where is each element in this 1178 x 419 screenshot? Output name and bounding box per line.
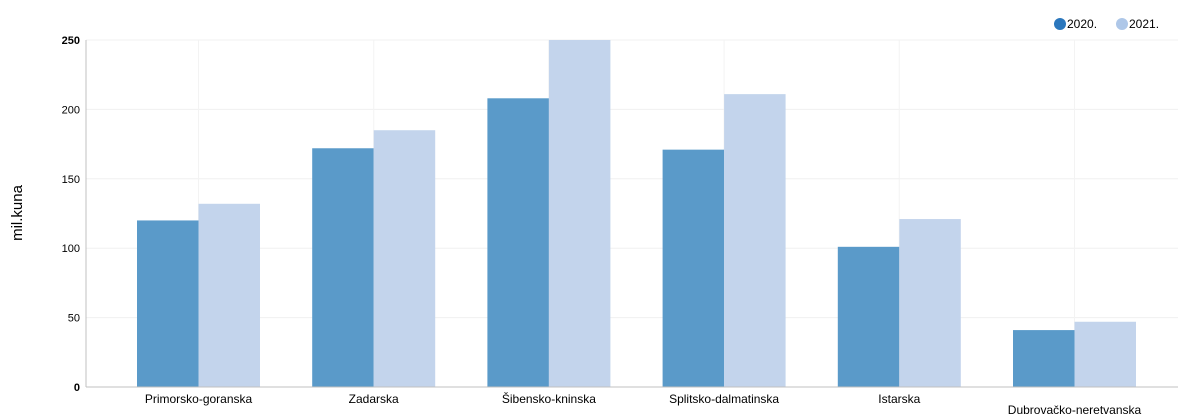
bar-2021-5 (1074, 321, 1136, 387)
x-tick-label: Primorsko-goranska (145, 392, 253, 406)
y-tick-labels: 0 50 100 150 200 250 (62, 35, 80, 394)
x-tick-label: Splitsko-dalmatinska (669, 392, 779, 406)
bar-2021-2 (548, 40, 611, 387)
bar-2020-5 (1013, 330, 1075, 387)
bar-2020-3 (662, 149, 725, 387)
x-tick-label: Šibensko-kninska (502, 391, 596, 406)
bar-2020-2 (487, 98, 549, 388)
axes (85, 40, 1178, 388)
y-tick-label: 250 (62, 35, 80, 47)
y-tick-label: 0 (74, 382, 80, 394)
y-axis-label: mil.kuna (9, 184, 26, 241)
bars (137, 40, 1136, 388)
bar-2021-3 (724, 94, 786, 387)
legend-marker (1054, 18, 1066, 30)
bar-2021-0 (198, 203, 260, 387)
legend: 2020. 2021. (1054, 17, 1159, 31)
y-tick-label: 100 (62, 243, 80, 255)
bar-2021-1 (373, 130, 436, 387)
y-tick-label: 150 (62, 174, 80, 186)
bar-2020-4 (837, 246, 900, 387)
bar-2020-1 (312, 148, 374, 387)
x-tick-label: Dubrovačko-neretvanska (1008, 403, 1142, 417)
legend-label: 2020. (1067, 17, 1097, 31)
x-tick-labels: Primorsko-goranska Zadarska Šibensko-knins… (145, 391, 1142, 417)
x-tick-label: Zadarska (349, 392, 399, 406)
bar-2021-4 (899, 219, 961, 387)
legend-marker (1116, 18, 1128, 30)
y-tick-label: 200 (62, 104, 80, 116)
y-tick-label: 50 (68, 313, 80, 325)
x-tick-label: Istarska (878, 392, 920, 406)
legend-label: 2021. (1129, 17, 1159, 31)
bar-2020-0 (137, 220, 199, 387)
